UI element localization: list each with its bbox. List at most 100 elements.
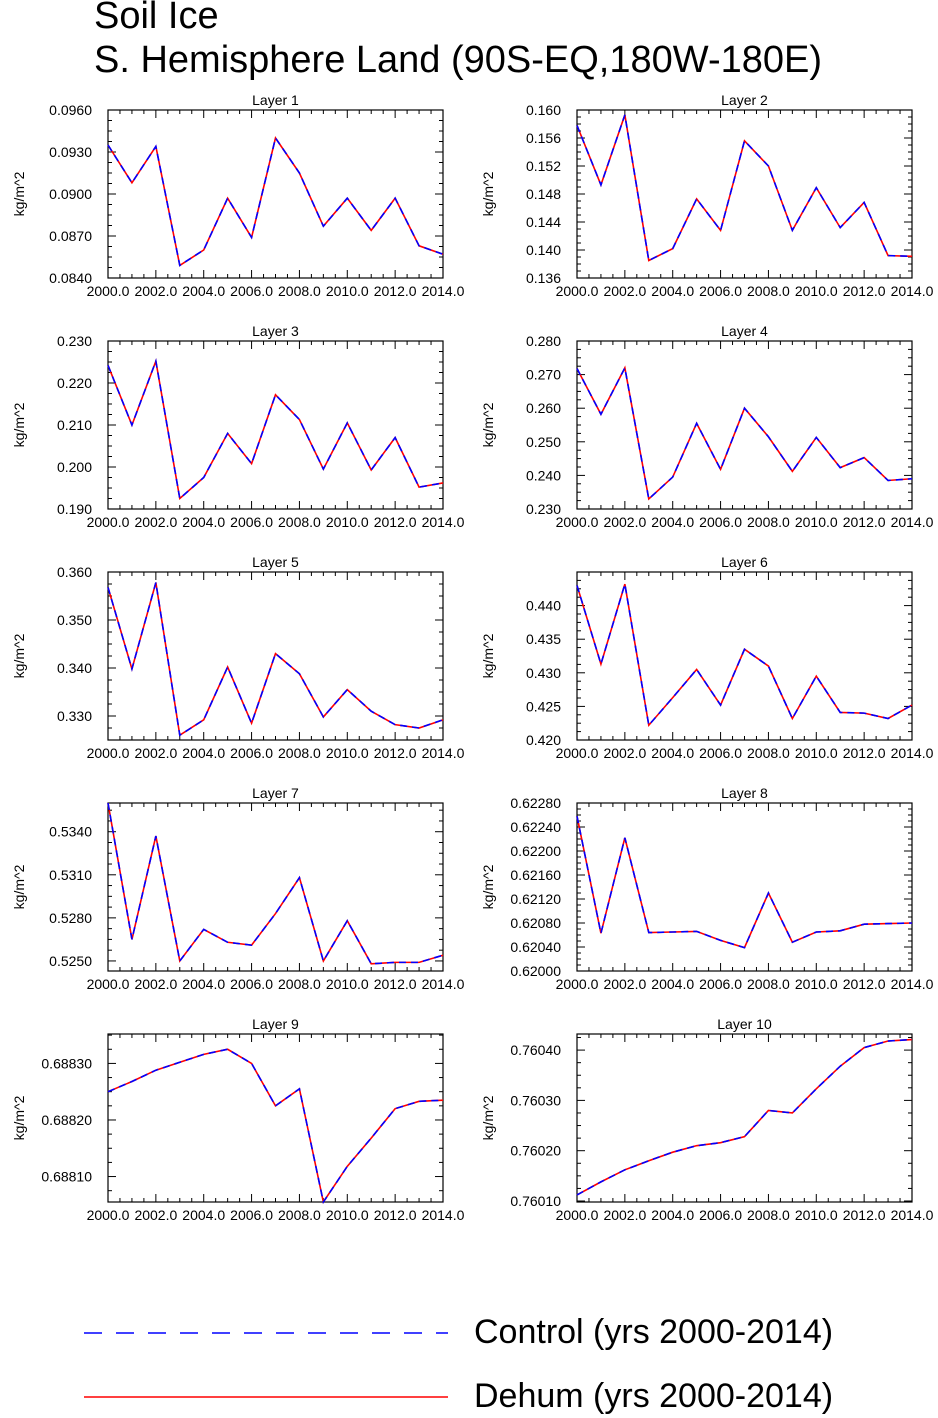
- layer-6-xtick-label: 2008.0: [747, 745, 790, 761]
- layer-2-ylabel: kg/m^2: [480, 171, 496, 216]
- layer-9-control-line: [107, 1048, 444, 1205]
- layer-4-xtick-label: 2008.0: [747, 514, 790, 530]
- layer-2-xtick-label: 2008.0: [747, 283, 790, 299]
- layer-8-xtick-label: 2008.0: [747, 976, 790, 992]
- layer-7-ytick-label: 0.5280: [49, 910, 92, 926]
- layer-4-control-line: [576, 365, 913, 501]
- layer-4-ytick-label: 0.270: [526, 367, 561, 383]
- layer-8-ytick-label: 0.62280: [510, 795, 561, 811]
- layer-3-xtick-label: 2014.0: [422, 514, 465, 530]
- layer-3-xtick-label: 2012.0: [374, 514, 417, 530]
- layer-2-xtick-label: 2004.0: [651, 283, 694, 299]
- layer-4-title: Layer 4: [721, 323, 768, 339]
- layer-7-title: Layer 7: [252, 785, 299, 801]
- layer-2-xtick-label: 2000.0: [556, 283, 599, 299]
- layer-8-xtick-label: 2000.0: [556, 976, 599, 992]
- layer-6-ylabel: kg/m^2: [480, 633, 496, 678]
- layer-6-control-line: [576, 583, 913, 728]
- layer-6-xtick-label: 2006.0: [699, 745, 742, 761]
- layer-7-xtick-label: 2006.0: [230, 976, 273, 992]
- layer-8-ytick-label: 0.62000: [510, 963, 561, 979]
- layer-6-xtick-label: 2012.0: [843, 745, 886, 761]
- layer-2-xtick-label: 2006.0: [699, 283, 742, 299]
- layer-5-dehum-line: [107, 582, 444, 737]
- layer-6-ytick-label: 0.425: [526, 698, 561, 714]
- layer-9-ytick-label: 0.68830: [41, 1055, 92, 1071]
- layer-4-xtick-label: 2006.0: [699, 514, 742, 530]
- layer-4-xtick-label: 2010.0: [795, 514, 838, 530]
- layer-7-xtick-label: 2012.0: [374, 976, 417, 992]
- layer-1-ytick-label: 0.0870: [49, 228, 92, 244]
- layer-7-xtick-label: 2004.0: [182, 976, 225, 992]
- layer-7-xtick-label: 2010.0: [326, 976, 369, 992]
- layer-10-ytick-label: 0.76030: [510, 1092, 561, 1108]
- legend-dehum-label: Dehum (yrs 2000-2014): [474, 1377, 834, 1415]
- layer-10-ytick-label: 0.76040: [510, 1042, 561, 1058]
- layer-1-title: Layer 1: [252, 92, 299, 108]
- layer-7-ytick-label: 0.5340: [49, 824, 92, 840]
- layer-8-ytick-label: 0.62240: [510, 819, 561, 835]
- layer-2-xtick-label: 2002.0: [603, 283, 646, 299]
- layer-2-control-line: [576, 114, 913, 262]
- layer-8-xtick-label: 2014.0: [891, 976, 934, 992]
- layer-2-ytick-label: 0.140: [526, 242, 561, 258]
- layer-10-xtick-label: 2010.0: [795, 1207, 838, 1223]
- layer-3-ytick-label: 0.200: [57, 459, 92, 475]
- layer-5-xtick-label: 2014.0: [422, 745, 465, 761]
- layer-8-xtick-label: 2004.0: [651, 976, 694, 992]
- layer-9-xtick-label: 2004.0: [182, 1207, 225, 1223]
- layer-4-ylabel: kg/m^2: [480, 402, 496, 447]
- layer-3-title: Layer 3: [252, 323, 299, 339]
- layer-4-xtick-label: 2000.0: [556, 514, 599, 530]
- layer-3-xtick-label: 2004.0: [182, 514, 225, 530]
- layer-6-xtick-label: 2010.0: [795, 745, 838, 761]
- layer-10-xtick-label: 2000.0: [556, 1207, 599, 1223]
- layer-9-title: Layer 9: [252, 1016, 299, 1032]
- layer-6-ytick-label: 0.440: [526, 598, 561, 614]
- layer-5-ytick-label: 0.350: [57, 612, 92, 628]
- layer-5-xtick-label: 2012.0: [374, 745, 417, 761]
- layer-10-xtick-label: 2012.0: [843, 1207, 886, 1223]
- layer-8-xtick-label: 2002.0: [603, 976, 646, 992]
- layer-1-xtick-label: 2002.0: [134, 283, 177, 299]
- layer-9-xtick-label: 2006.0: [230, 1207, 273, 1223]
- layer-10-xtick-label: 2004.0: [651, 1207, 694, 1223]
- layer-7-xtick-label: 2000.0: [87, 976, 130, 992]
- layer-10-ytick-label: 0.76020: [510, 1143, 561, 1159]
- layer-10-control-line: [576, 1038, 913, 1196]
- layer-7-ylabel: kg/m^2: [11, 864, 27, 909]
- layer-8-ytick-label: 0.62200: [510, 843, 561, 859]
- layer-8-ytick-label: 0.62120: [510, 891, 561, 907]
- layer-3-ytick-label: 0.220: [57, 375, 92, 391]
- layer-6-title: Layer 6: [721, 554, 768, 570]
- layer-9-ytick-label: 0.68820: [41, 1112, 92, 1128]
- layer-8-xtick-label: 2010.0: [795, 976, 838, 992]
- layer-3-ytick-label: 0.230: [57, 333, 92, 349]
- layer-3-xtick-label: 2002.0: [134, 514, 177, 530]
- layer-8-xtick-label: 2012.0: [843, 976, 886, 992]
- layer-5-xtick-label: 2010.0: [326, 745, 369, 761]
- layer-2-ytick-label: 0.144: [526, 214, 561, 230]
- layer-2-xtick-label: 2010.0: [795, 283, 838, 299]
- layer-5-ytick-label: 0.340: [57, 660, 92, 676]
- layer-1-ytick-label: 0.0960: [49, 102, 92, 118]
- layer-9-xtick-label: 2014.0: [422, 1207, 465, 1223]
- layer-1-xtick-label: 2004.0: [182, 283, 225, 299]
- layer-3-xtick-label: 2008.0: [278, 514, 321, 530]
- layer-9-ylabel: kg/m^2: [11, 1095, 27, 1140]
- layer-6-xtick-label: 2004.0: [651, 745, 694, 761]
- layer-3-xtick-label: 2000.0: [87, 514, 130, 530]
- layer-8-control-line: [576, 816, 913, 949]
- layer-9-xtick-label: 2008.0: [278, 1207, 321, 1223]
- layer-6-xtick-label: 2000.0: [556, 745, 599, 761]
- layer-4-xtick-label: 2004.0: [651, 514, 694, 530]
- layer-3-xtick-label: 2010.0: [326, 514, 369, 530]
- layer-8-ytick-label: 0.62040: [510, 939, 561, 955]
- layer-1-ytick-label: 0.0840: [49, 270, 92, 286]
- layer-5-ytick-label: 0.360: [57, 564, 92, 580]
- layer-1-ytick-label: 0.0900: [49, 186, 92, 202]
- layer-4-xtick-label: 2012.0: [843, 514, 886, 530]
- layer-9-xtick-label: 2012.0: [374, 1207, 417, 1223]
